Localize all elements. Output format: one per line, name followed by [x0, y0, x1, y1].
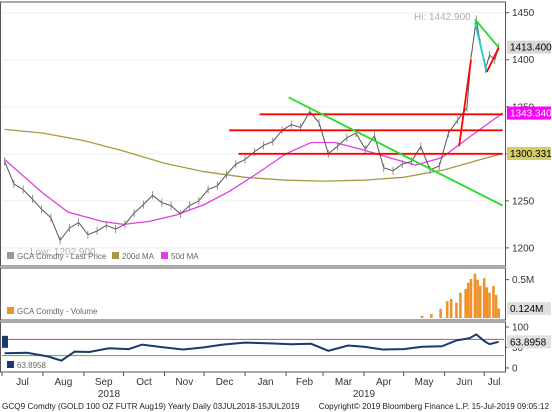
month-label: Nov [175, 377, 193, 388]
ma200-line [4, 128, 503, 182]
volume-bar [464, 288, 467, 318]
month-label: Oct [136, 377, 152, 388]
volume-bar [492, 285, 495, 318]
volume-bar [476, 279, 479, 318]
trend-line [474, 21, 488, 73]
month-label: Jul [16, 377, 29, 388]
price-series-line [4, 19, 500, 242]
rsi-last-tag-bg [507, 335, 551, 349]
month-label: Aug [55, 377, 73, 388]
legend-rsi-value: 63.8958 [17, 361, 46, 370]
rsi-ytick-label: 50 [512, 343, 524, 354]
trend-line [474, 18, 500, 49]
legend-200d-ma: 200d MA [122, 252, 155, 261]
volume-legend: GCA Comdty - Volume [7, 307, 98, 316]
legend-swatch-volume [7, 307, 14, 314]
footer-info: GCQ9 Comdty (GOLD 100 OZ FUTR Aug19) Yea… [2, 402, 300, 411]
month-label: Feb [296, 377, 314, 388]
volume-last-tag-bg [507, 301, 551, 315]
volume-bar [482, 278, 486, 318]
volume-bar [430, 314, 433, 318]
legend-last-price: GCA Comdty - Last Price [17, 252, 107, 261]
volume-bar [488, 292, 491, 318]
year-label: 2018 [98, 389, 121, 400]
ma50-line [4, 112, 504, 226]
price-tag-2: 1300.331 [510, 149, 552, 160]
rsi-last-tag: 63.8958 [510, 337, 547, 348]
volume-bar [485, 287, 489, 318]
price-panel [0, 1, 506, 267]
price-ytick-label: 1250 [512, 196, 535, 207]
volume-bar [445, 301, 449, 318]
footer-copyright: Copyright© 2019 Bloomberg Finance L.P. 1… [319, 402, 550, 411]
volume-bar [420, 315, 424, 318]
month-label: Sep [95, 377, 113, 388]
year-label: 2019 [353, 389, 376, 400]
legend-swatch-last-price [7, 252, 14, 259]
legend-50d-ma: 50d MA [171, 252, 199, 261]
hi-label: Hi: 1442.900 [414, 12, 471, 23]
legend-swatch-rsi [7, 361, 14, 368]
price-ytick-label: 1400 [512, 55, 535, 66]
volume-last-tag: 0.124M [510, 304, 543, 315]
volume-bar [467, 282, 470, 318]
price-tag-0-bg [507, 40, 551, 54]
volume-bar [497, 308, 501, 318]
low-label: Low: 1202.900 [30, 247, 96, 258]
rsi-left-marker [2, 335, 8, 348]
volume-bar [449, 298, 453, 318]
month-label: Mar [335, 377, 353, 388]
volume-bar [439, 308, 442, 318]
price-tag-0: 1413.400 [510, 43, 552, 54]
rsi-ytick-label: 100 [512, 323, 529, 334]
volume-bar [473, 273, 477, 318]
price-tag-2-bg [507, 147, 551, 161]
trend-line [486, 47, 500, 73]
month-label: May [415, 377, 434, 388]
volume-bar [494, 295, 498, 318]
legend-swatch-50d [161, 252, 168, 259]
month-label: Jan [257, 377, 273, 388]
rsi-legend: 63.8958 [7, 361, 46, 370]
volume-panel [0, 267, 506, 321]
trend-line [288, 96, 504, 207]
volume-ytick-label: 0.5M [512, 275, 534, 286]
volume-bar [459, 292, 462, 318]
legend-volume: GCA Comdty - Volume [17, 307, 98, 316]
volume-bar [469, 278, 473, 318]
price-tag-1-bg [507, 106, 551, 120]
trend-line [458, 59, 472, 147]
month-label: Jun [456, 377, 472, 388]
legend-swatch-200d [112, 252, 119, 259]
month-label: Apr [376, 377, 392, 388]
price-legend: GCA Comdty - Last Price 200d MA 50d MA [7, 252, 199, 261]
price-ytick-label: 1450 [512, 8, 535, 19]
rsi-line [4, 333, 499, 362]
rsi-ytick-label: 0 [512, 363, 518, 374]
volume-bar [455, 302, 458, 318]
price-tag-1: 1343.340 [510, 109, 552, 120]
price-ytick-label: 1200 [512, 243, 535, 254]
month-label: Dec [216, 377, 234, 388]
month-label: Jul [488, 377, 501, 388]
volume-bar [478, 285, 482, 318]
